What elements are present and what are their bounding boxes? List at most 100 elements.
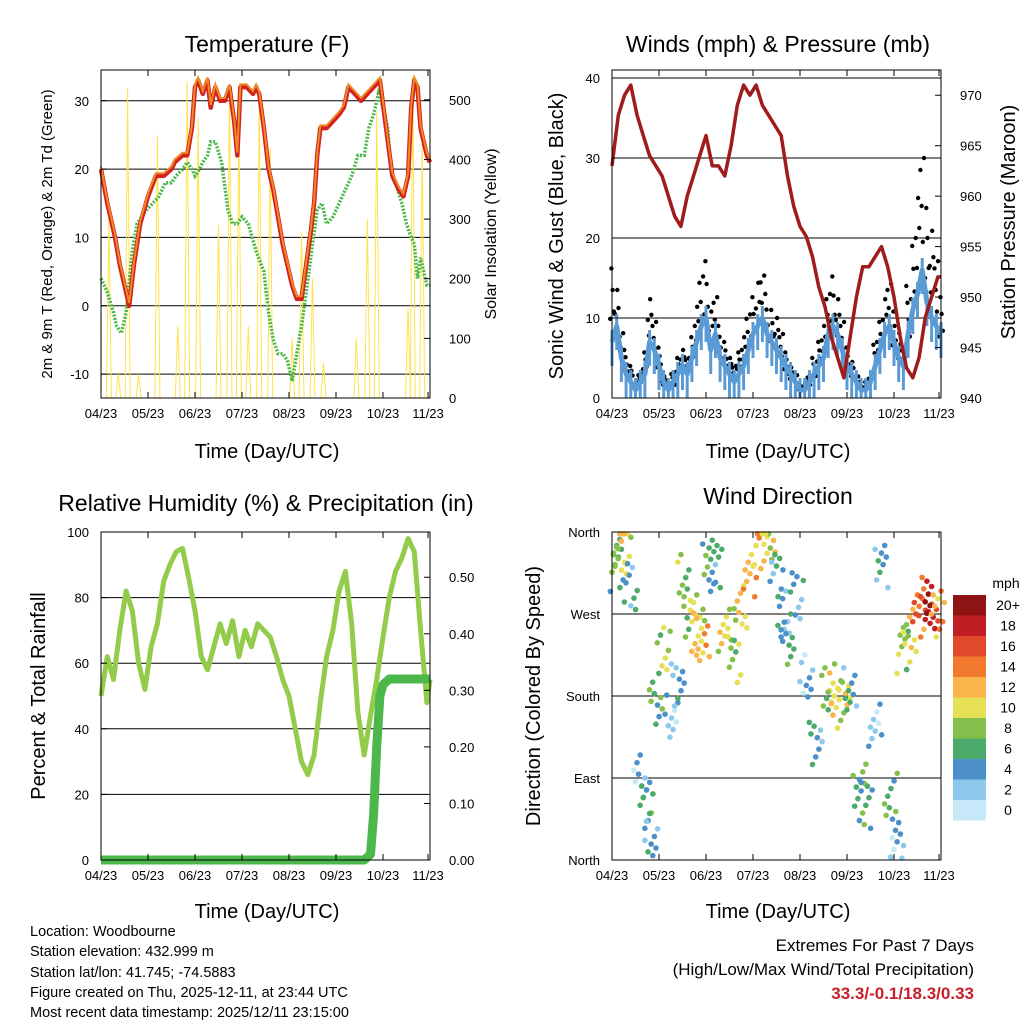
wind-direction-point (930, 592, 936, 598)
wind-direction-point (875, 558, 882, 564)
wind-direction-point (853, 784, 860, 790)
wind-direction-point (850, 691, 857, 698)
wind-direction-point (739, 621, 745, 627)
wind-direction-point (674, 559, 681, 565)
wind-direction-point (714, 542, 720, 549)
legend-label: 6 (1004, 741, 1012, 757)
wind-direction-point (670, 672, 676, 679)
gust-point (759, 300, 764, 305)
station-info: Location: Woodbourne Station elevation: … (30, 922, 349, 1023)
wind-direction-point (812, 754, 819, 760)
humidity-y2tick-label: 0.00 (449, 853, 474, 868)
legend-label: 10 (1000, 700, 1016, 716)
wind-direction-point (842, 695, 849, 702)
wind-direction-point (690, 599, 697, 606)
wind-direction-point (653, 721, 659, 727)
wind-direction-point (825, 689, 831, 695)
gust-point (656, 345, 661, 350)
gust-point (623, 355, 628, 360)
legend-label: 20+ (996, 597, 1020, 613)
recent-text: Most recent data timestamp: 2025/12/11 2… (30, 1005, 349, 1022)
legend-label: 14 (1000, 659, 1016, 675)
wind-direction-point (851, 803, 858, 809)
wind-direction-point (932, 625, 938, 632)
gust-point (921, 155, 927, 161)
wind-direction-point (649, 679, 656, 685)
wind-direction-point (632, 606, 639, 613)
solar-insolation-spike (195, 117, 202, 399)
gust-point (710, 323, 715, 329)
humidity-y-ticks: 0 20 40 60 80 100 (67, 525, 107, 868)
winds-x-ticks: 04/23 05/23 06/23 07/23 08/23 09/23 10/23 11/23 (596, 70, 955, 421)
wind-direction-point (905, 633, 911, 639)
winds-y2tick-label: 960 (960, 189, 982, 204)
wind-direction-point (916, 603, 922, 610)
wind-direction-point (852, 672, 858, 679)
wind-direction-point (872, 728, 878, 734)
wind-direction-point (866, 794, 872, 801)
extremes-box: Extremes For Past 7 Days (High/Low/Max W… (673, 934, 974, 1006)
wind-direction-point (678, 687, 684, 694)
wind-direction-point (847, 699, 853, 705)
wind-direction-point (928, 611, 935, 617)
gust-point (609, 266, 614, 271)
gust-point (704, 281, 709, 287)
wind-direction-point (884, 793, 891, 799)
wind-direction-point (872, 546, 878, 553)
gust-point (927, 263, 932, 269)
wind-direction-point (640, 794, 647, 801)
wind-direction-point (894, 839, 900, 845)
wind-direction-point (931, 603, 938, 610)
solar-insolation-spike (267, 147, 274, 399)
humidity-y2tick-label: 0.40 (449, 627, 474, 642)
wind-direction-point (673, 665, 679, 671)
wind-direction-point (626, 553, 633, 560)
wind-direction-point (610, 552, 617, 558)
wind-direction-point (853, 703, 860, 709)
wind-direction-point (731, 605, 737, 612)
wind-direction-point (787, 653, 794, 660)
wind-direction-point (797, 615, 803, 622)
wind-direction-point (822, 665, 828, 671)
wind-direction-point (662, 655, 669, 661)
wind-direction-point (753, 542, 759, 549)
gust-point (751, 311, 756, 317)
wind-direction-point (767, 545, 774, 551)
gust-point (841, 319, 847, 325)
legend-label: 12 (1000, 679, 1016, 695)
wind-direction-point (776, 555, 783, 562)
wind-direction-point (836, 687, 842, 693)
pressure-line (610, 83, 941, 380)
wind-direction-point (723, 614, 730, 620)
gust-point (723, 348, 728, 353)
wind-direction-point (888, 785, 894, 792)
wind-direction-point (676, 590, 683, 596)
wind-direction-point (731, 637, 737, 644)
wind-direction-point (648, 698, 654, 705)
wind-direction-point (910, 606, 916, 613)
gust-point (817, 348, 822, 353)
wind-direction-point (712, 561, 719, 568)
wind-direction-point (826, 670, 833, 676)
legend-swatch (953, 738, 986, 759)
wind-direction-point (894, 670, 900, 677)
gust-point (683, 357, 688, 363)
wind-direction-point (675, 695, 681, 702)
wind-direction-point (869, 787, 875, 793)
wind-direction-point (790, 581, 797, 588)
gust-point (730, 365, 735, 370)
wind-direction-point (717, 584, 723, 591)
wind-direction-point (877, 569, 883, 576)
wind-direction-point (800, 577, 807, 584)
legend-swatch (953, 800, 986, 821)
wind-direction-point (920, 586, 927, 592)
winds-xtick-label: 07/23 (737, 406, 770, 421)
legend-swatch (953, 697, 986, 718)
winds-y2tick-label: 965 (960, 139, 982, 154)
solar-insolation-spike (409, 75, 416, 399)
wind-direction-point (689, 648, 695, 655)
wind-direction-point (779, 595, 786, 602)
wind-direction-point (911, 599, 918, 606)
wind-direction-point (922, 616, 929, 623)
wind-direction-point (740, 586, 747, 592)
